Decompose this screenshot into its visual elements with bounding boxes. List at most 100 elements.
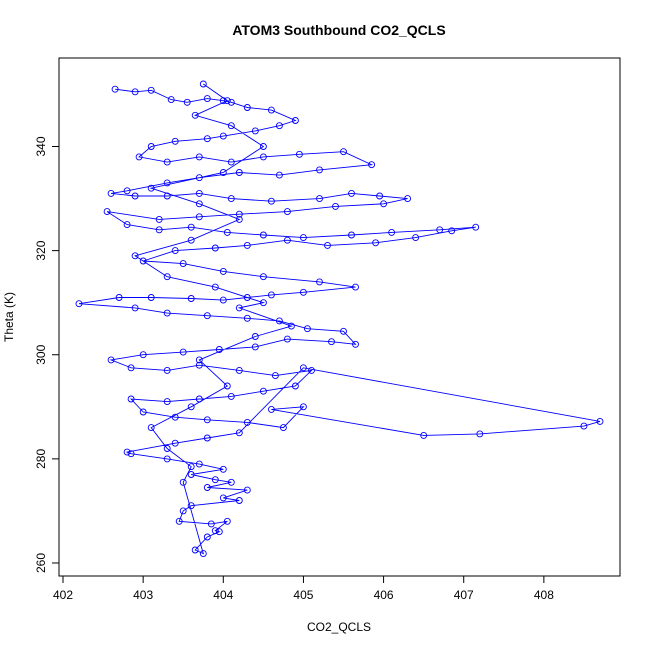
data-point — [259, 299, 267, 307]
data-point — [107, 356, 115, 364]
data-point — [283, 335, 291, 343]
data-point — [171, 413, 179, 421]
data-point — [127, 450, 135, 458]
data-point — [163, 398, 171, 406]
series-line — [78, 83, 601, 555]
data-point — [283, 236, 291, 244]
data-point — [580, 422, 588, 430]
data-point — [163, 366, 171, 374]
data-point — [267, 291, 275, 299]
data-point — [183, 98, 191, 106]
data-point — [243, 241, 251, 249]
data-point — [191, 111, 199, 119]
data-point — [227, 392, 235, 400]
data-point — [219, 465, 227, 473]
y-tick-label: 320 — [34, 240, 48, 260]
data-point — [436, 226, 444, 234]
data-point — [380, 200, 388, 208]
y-tick-label: 260 — [34, 553, 48, 573]
data-point — [476, 430, 484, 438]
data-point — [203, 95, 211, 103]
data-point — [207, 520, 215, 528]
data-point — [167, 96, 175, 104]
data-point — [223, 382, 231, 390]
data-point — [131, 304, 139, 312]
data-point — [211, 476, 219, 484]
data-point — [352, 340, 359, 348]
data-point — [163, 179, 171, 187]
data-point — [275, 317, 283, 325]
data-point — [420, 431, 428, 439]
data-point — [203, 533, 211, 541]
data-point — [111, 85, 119, 93]
data-point — [203, 135, 211, 143]
data-point — [275, 122, 283, 130]
data-point — [171, 137, 179, 145]
data-point — [324, 241, 331, 249]
data-point — [203, 434, 211, 442]
data-point — [316, 166, 323, 174]
data-point — [163, 273, 171, 281]
data-point — [267, 405, 275, 413]
data-point — [187, 403, 195, 411]
data-point — [340, 148, 347, 156]
data-point — [243, 294, 251, 301]
data-point — [259, 273, 267, 281]
data-point — [340, 327, 347, 335]
y-axis: 260 280 300 320 340 — [34, 136, 60, 573]
data-point — [291, 117, 299, 124]
data-point — [155, 226, 163, 234]
data-point — [211, 244, 219, 252]
data-point — [316, 195, 323, 203]
chart-title: ATOM3 Southbound CO2_QCLS — [232, 22, 445, 38]
data-point — [187, 502, 195, 510]
data-point — [251, 343, 259, 351]
data-point — [372, 239, 380, 247]
data-point — [308, 366, 315, 374]
data-point — [388, 228, 396, 236]
data-point — [243, 104, 251, 111]
data-point — [227, 478, 235, 486]
data-point — [348, 231, 355, 239]
data-point — [227, 195, 235, 203]
data-layer — [75, 80, 604, 558]
data-point — [187, 463, 195, 471]
x-tick-label: 407 — [454, 588, 474, 602]
data-point — [171, 247, 179, 255]
data-point — [195, 189, 203, 197]
data-point — [299, 234, 307, 242]
data-point — [131, 252, 139, 260]
data-point — [412, 234, 420, 242]
x-tick-label: 402 — [53, 588, 73, 602]
data-point — [251, 333, 259, 340]
data-point — [199, 550, 207, 558]
data-point — [195, 395, 203, 403]
data-point — [131, 88, 139, 96]
data-point — [187, 295, 195, 302]
data-point — [267, 197, 275, 205]
data-point — [219, 296, 227, 304]
data-point — [259, 387, 267, 395]
x-tick-label: 406 — [374, 588, 394, 602]
data-point — [203, 484, 211, 491]
data-point — [596, 417, 604, 425]
data-point — [352, 283, 359, 291]
data-point — [219, 169, 227, 176]
data-point — [211, 527, 219, 535]
data-point — [271, 372, 279, 380]
data-point — [299, 288, 307, 296]
data-point — [187, 471, 195, 478]
data-point — [139, 408, 147, 416]
data-point — [135, 153, 143, 161]
data-point — [259, 153, 267, 161]
data-point — [215, 528, 223, 536]
data-point — [147, 184, 155, 192]
data-point — [287, 322, 295, 330]
data-point — [139, 257, 147, 265]
data-point — [332, 202, 339, 210]
data-point — [219, 267, 227, 275]
x-axis-label: CO2_QCLS — [307, 620, 371, 634]
x-tick-label: 408 — [534, 588, 554, 602]
data-point — [163, 192, 171, 200]
x-tick-label: 404 — [213, 588, 233, 602]
